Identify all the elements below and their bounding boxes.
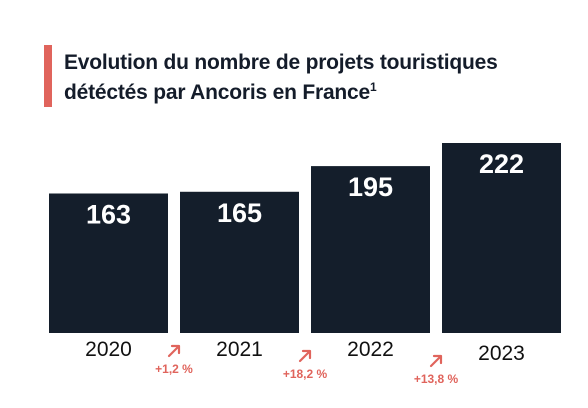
bar-2022 [311, 166, 430, 333]
x-tick-label: 2023 [478, 342, 525, 365]
bar-2021 [180, 191, 299, 333]
title-footnote: 1 [370, 80, 377, 94]
growth-arrow-icon [298, 349, 312, 363]
chart-title: Evolution du nombre de projets touristiq… [64, 48, 574, 108]
title-accent-bar [44, 45, 52, 107]
bar-value-label: 165 [217, 198, 262, 228]
bar-value-label: 222 [479, 149, 524, 179]
bar-2020 [49, 193, 168, 333]
growth-rate-label: +13,8 % [414, 372, 459, 386]
x-tick-label: 2021 [216, 338, 263, 361]
x-tick-label: 2020 [85, 338, 132, 361]
growth-rate-label: +1,2 % [155, 362, 193, 376]
growth-arrow-icon [167, 344, 181, 358]
chart-title-text: Evolution du nombre de projets touristiq… [64, 51, 498, 104]
growth-arrow-icon [429, 354, 443, 368]
x-tick-label: 2022 [347, 338, 394, 361]
growth-rate-label: +18,2 % [283, 367, 328, 381]
bar-value-label: 163 [86, 199, 131, 229]
bar-value-label: 195 [348, 172, 393, 202]
bar-2023 [442, 143, 561, 333]
